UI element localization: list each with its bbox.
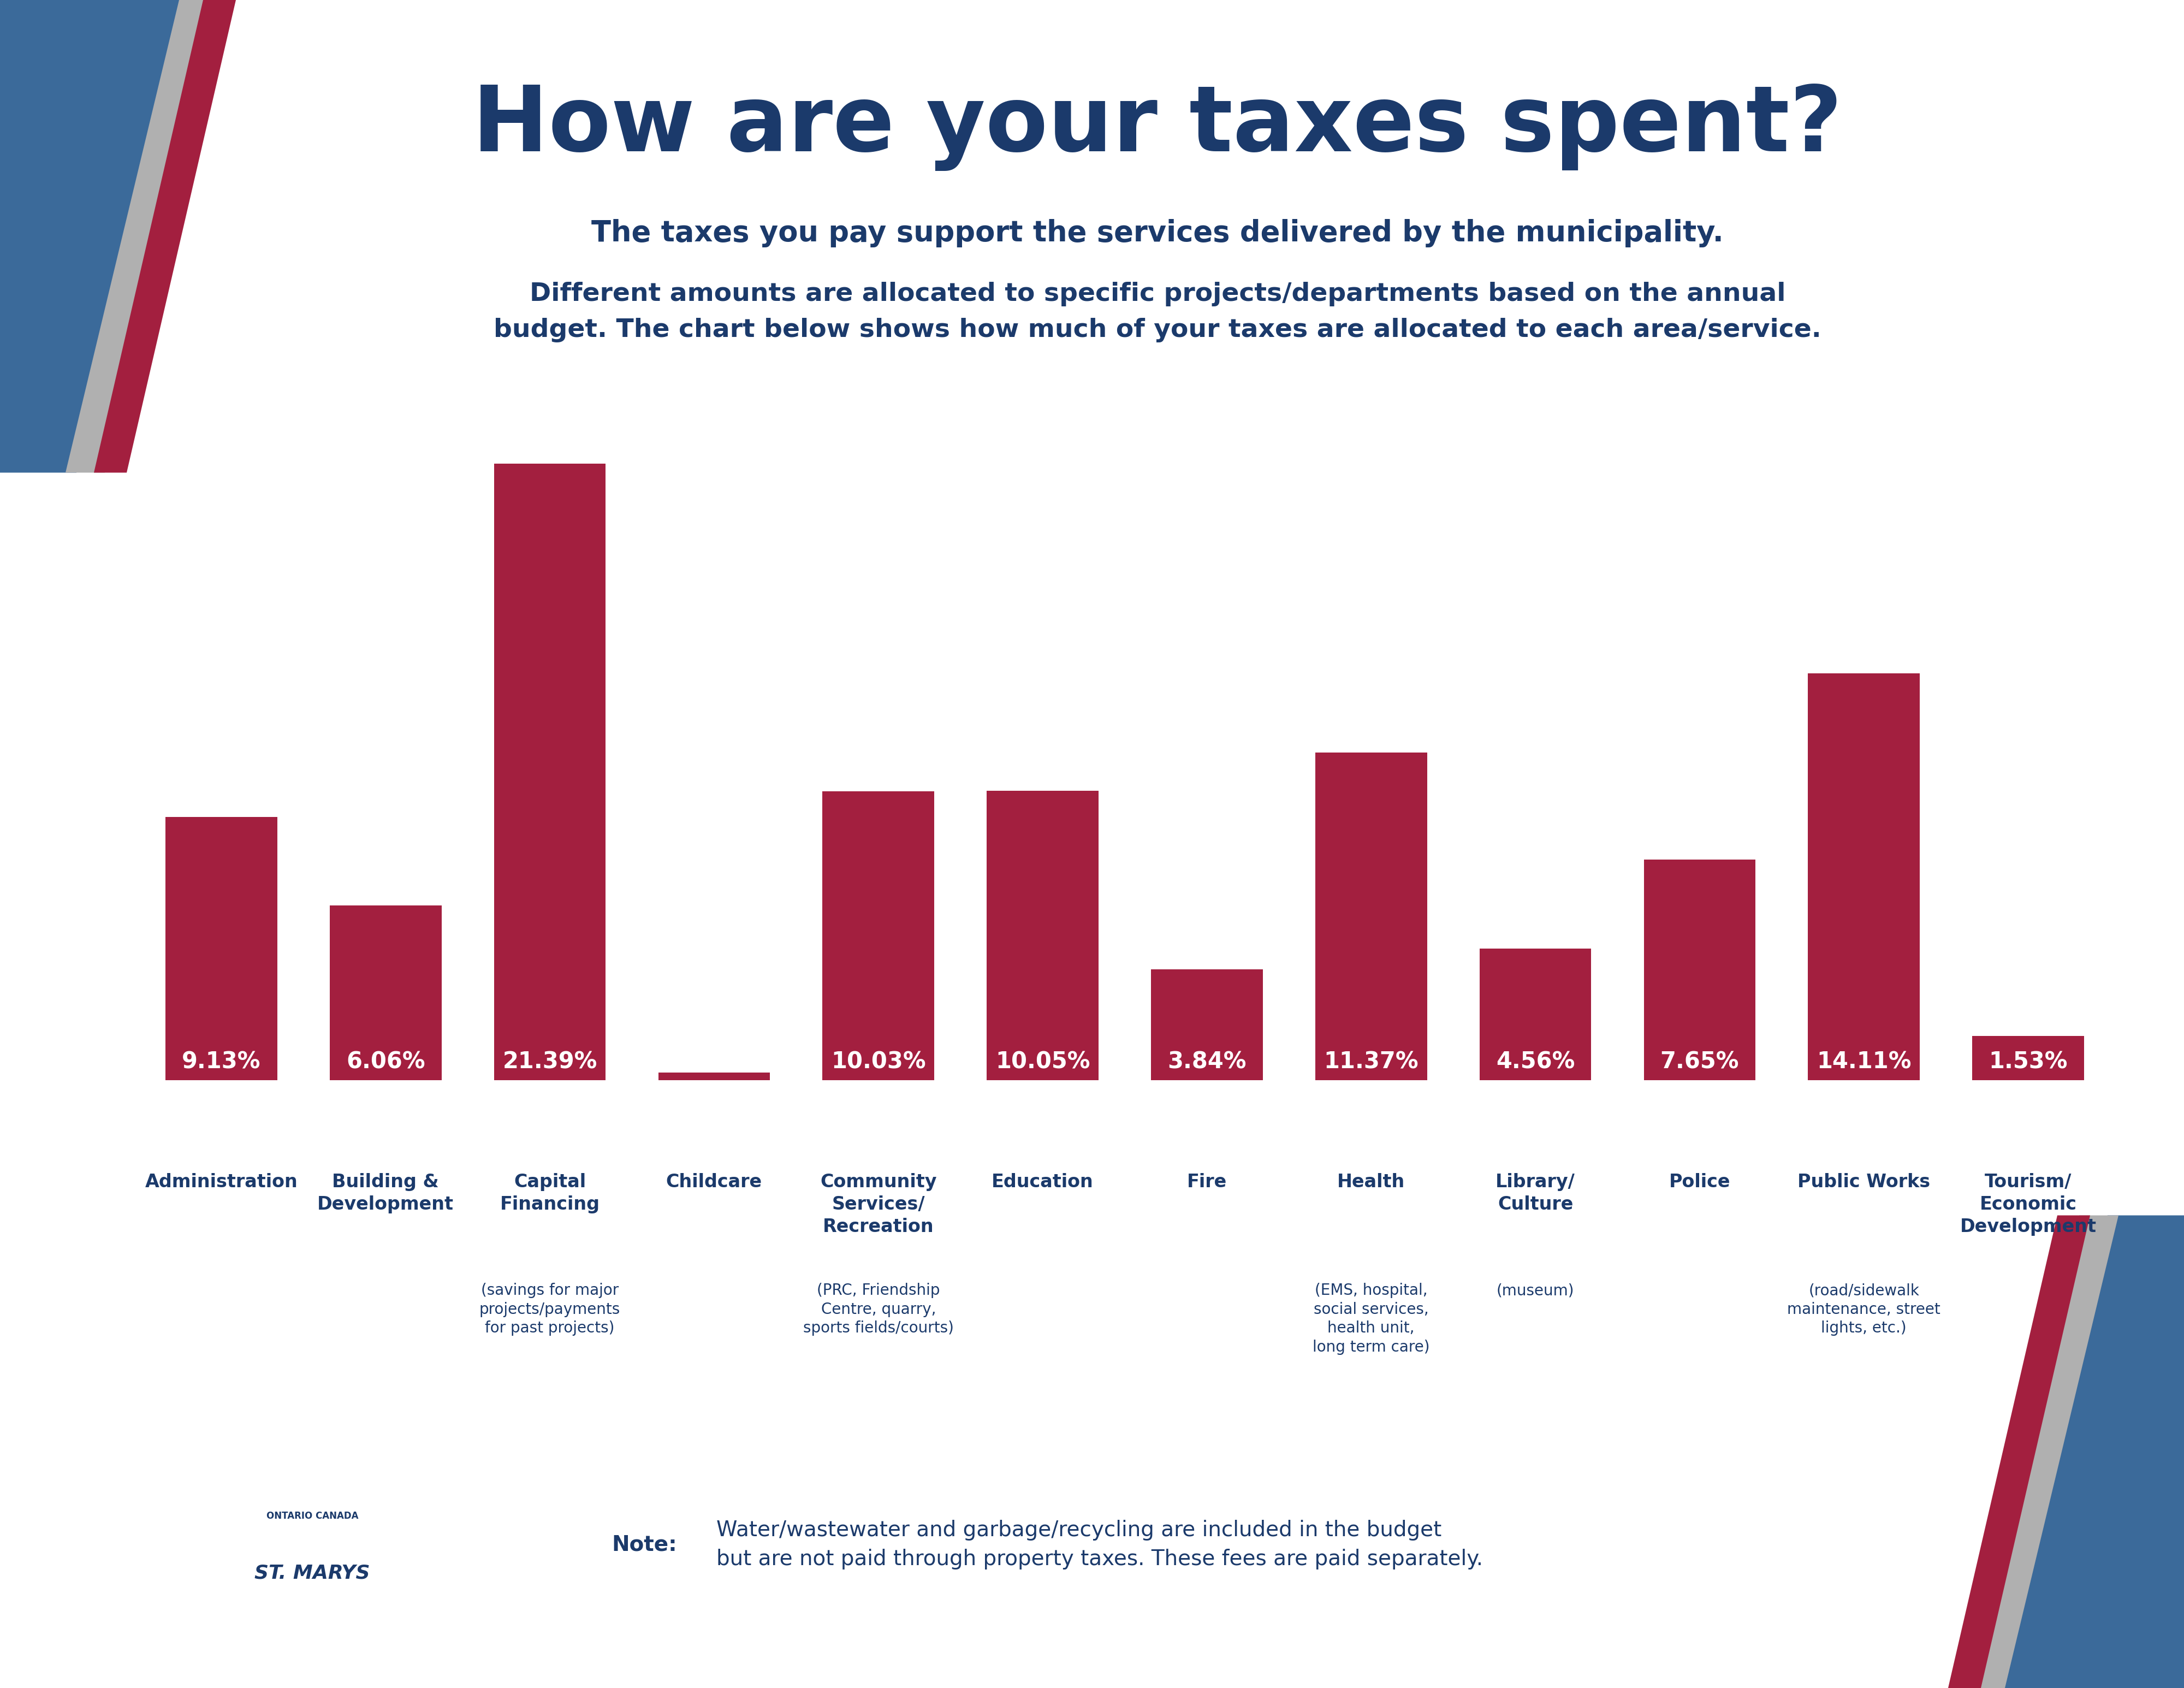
Text: Building &
Development: Building & Development: [317, 1173, 454, 1214]
Text: Health: Health: [1337, 1173, 1404, 1192]
Text: (museum): (museum): [1496, 1283, 1575, 1298]
Bar: [1808, 674, 1920, 1080]
Text: Fire: Fire: [1186, 1173, 1227, 1192]
Text: ST. MARYS: ST. MARYS: [256, 1565, 369, 1582]
Text: 9.13%: 9.13%: [181, 1050, 260, 1074]
Text: ONTARIO CANADA: ONTARIO CANADA: [266, 1511, 358, 1521]
Text: 14.11%: 14.11%: [1817, 1050, 1911, 1074]
Text: (EMS, hospital,
social services,
health unit,
long term care): (EMS, hospital, social services, health …: [1313, 1283, 1431, 1355]
Polygon shape: [0, 0, 207, 473]
Bar: [657, 1072, 771, 1080]
Text: Community
Services/
Recreation: Community Services/ Recreation: [821, 1173, 937, 1236]
Polygon shape: [1966, 1215, 2118, 1688]
Text: Education: Education: [992, 1173, 1094, 1192]
Bar: [987, 790, 1099, 1080]
Text: (road/sidewalk
maintenance, street
lights, etc.): (road/sidewalk maintenance, street light…: [1787, 1283, 1942, 1335]
Bar: [1151, 969, 1262, 1080]
Bar: [330, 905, 441, 1080]
Text: 1.53%: 1.53%: [1990, 1050, 2068, 1074]
Text: 7.65%: 7.65%: [1660, 1050, 1738, 1074]
Text: 11.37%: 11.37%: [1324, 1050, 1420, 1074]
Text: 21.39%: 21.39%: [502, 1050, 596, 1074]
Text: Water/wastewater and garbage/recycling are included in the budget
but are not pa: Water/wastewater and garbage/recycling a…: [716, 1519, 1483, 1570]
Text: Library/
Culture: Library/ Culture: [1496, 1173, 1575, 1214]
Text: Tourism/
Economic
Development: Tourism/ Economic Development: [1959, 1173, 2097, 1236]
Text: 10.05%: 10.05%: [996, 1050, 1090, 1074]
Bar: [1645, 859, 1756, 1080]
Text: Public Works: Public Works: [1797, 1173, 1931, 1192]
Polygon shape: [1977, 1215, 2184, 1688]
Text: Administration: Administration: [144, 1173, 297, 1192]
Bar: [823, 792, 935, 1080]
Text: How are your taxes spent?: How are your taxes spent?: [472, 83, 1843, 170]
Text: (PRC, Friendship
Centre, quarry,
sports fields/courts): (PRC, Friendship Centre, quarry, sports …: [804, 1283, 954, 1335]
Polygon shape: [94, 0, 236, 473]
Text: 4.56%: 4.56%: [1496, 1050, 1575, 1074]
Bar: [494, 464, 605, 1080]
Text: Police: Police: [1669, 1173, 1730, 1192]
Bar: [1479, 949, 1592, 1080]
Polygon shape: [66, 0, 218, 473]
Text: 10.03%: 10.03%: [830, 1050, 926, 1074]
Polygon shape: [1948, 1215, 2090, 1688]
Text: (savings for major
projects/payments
for past projects): (savings for major projects/payments for…: [478, 1283, 620, 1335]
Text: Note:: Note:: [612, 1534, 677, 1555]
Bar: [1315, 753, 1426, 1080]
Text: Different amounts are allocated to specific projects/departments based on the an: Different amounts are allocated to speci…: [494, 282, 1821, 343]
Bar: [166, 817, 277, 1080]
Bar: [1972, 1036, 2084, 1080]
Text: Capital
Financing: Capital Financing: [500, 1173, 601, 1214]
Text: Childcare: Childcare: [666, 1173, 762, 1192]
Text: 0.27%: 0.27%: [675, 1050, 753, 1074]
Text: The taxes you pay support the services delivered by the municipality.: The taxes you pay support the services d…: [592, 219, 1723, 246]
Text: 3.84%: 3.84%: [1168, 1050, 1247, 1074]
Text: 6.06%: 6.06%: [345, 1050, 426, 1074]
